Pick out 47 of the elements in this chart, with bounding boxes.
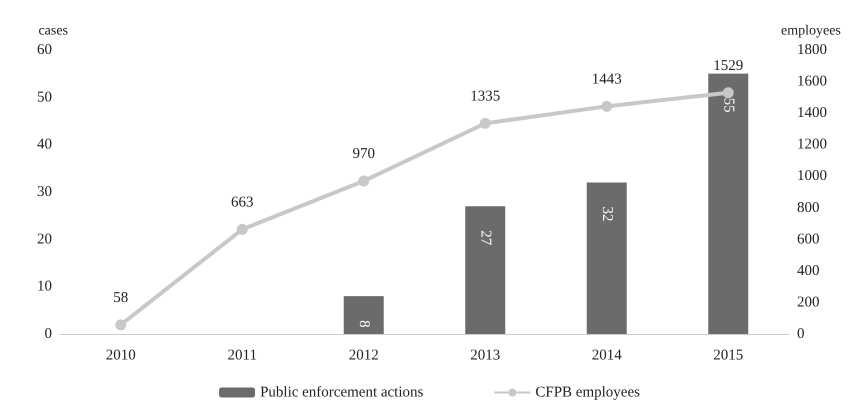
x-tick-label: 2013	[470, 348, 500, 364]
x-tick-label: 2014	[592, 348, 622, 364]
point	[722, 87, 734, 98]
y-tick-label: 20	[37, 231, 52, 248]
data-label: 970	[352, 146, 375, 162]
point	[480, 118, 491, 129]
data-label: 8	[356, 320, 372, 328]
y-axis-title: cases	[38, 24, 68, 38]
y2-axis-title: employees	[781, 24, 841, 38]
legend-label: Public enforcement actions	[260, 384, 424, 400]
y2-tick-label: 1400	[797, 105, 827, 122]
data-label: 55	[720, 98, 736, 113]
y-tick-label: 30	[37, 184, 52, 200]
x-tick-label: 2012	[348, 348, 379, 364]
y-tick-label: 10	[37, 278, 52, 295]
data-label: 32	[598, 206, 615, 222]
data-label: 1529	[713, 58, 744, 74]
point	[601, 100, 612, 112]
y-tick-label: 60	[37, 42, 52, 58]
point	[358, 175, 370, 186]
y2-tick-label: 800	[797, 200, 820, 216]
legend-label: CFPB employees	[535, 384, 640, 400]
bar	[465, 206, 506, 334]
y2-tick-label: 1800	[797, 42, 827, 58]
data-label: 1443	[592, 71, 622, 88]
point	[115, 319, 126, 330]
data-label: 58	[113, 290, 128, 306]
y-tick-label: 0	[44, 326, 52, 342]
x-tick-label: 2015	[713, 348, 744, 364]
y2-tick-label: 400	[797, 262, 820, 279]
y-tick-label: 40	[37, 136, 52, 153]
y2-tick-label: 1200	[797, 136, 827, 153]
bar	[586, 182, 627, 334]
y2-tick-label: 200	[797, 294, 820, 310]
y-tick-label: 50	[37, 89, 52, 106]
x-tick-label: 2010	[106, 348, 136, 364]
data-label: 663	[231, 194, 254, 210]
data-label: 27	[477, 230, 494, 246]
y2-tick-label: 0	[797, 326, 804, 342]
y2-tick-label: 1600	[797, 74, 827, 90]
data-label: 1335	[470, 88, 500, 104]
x-tick-label: 2011	[228, 348, 257, 364]
bar	[344, 296, 384, 334]
y2-tick-label: 600	[797, 231, 820, 248]
point	[236, 224, 248, 235]
y2-tick-label: 1000	[797, 168, 827, 184]
bar	[708, 74, 748, 334]
